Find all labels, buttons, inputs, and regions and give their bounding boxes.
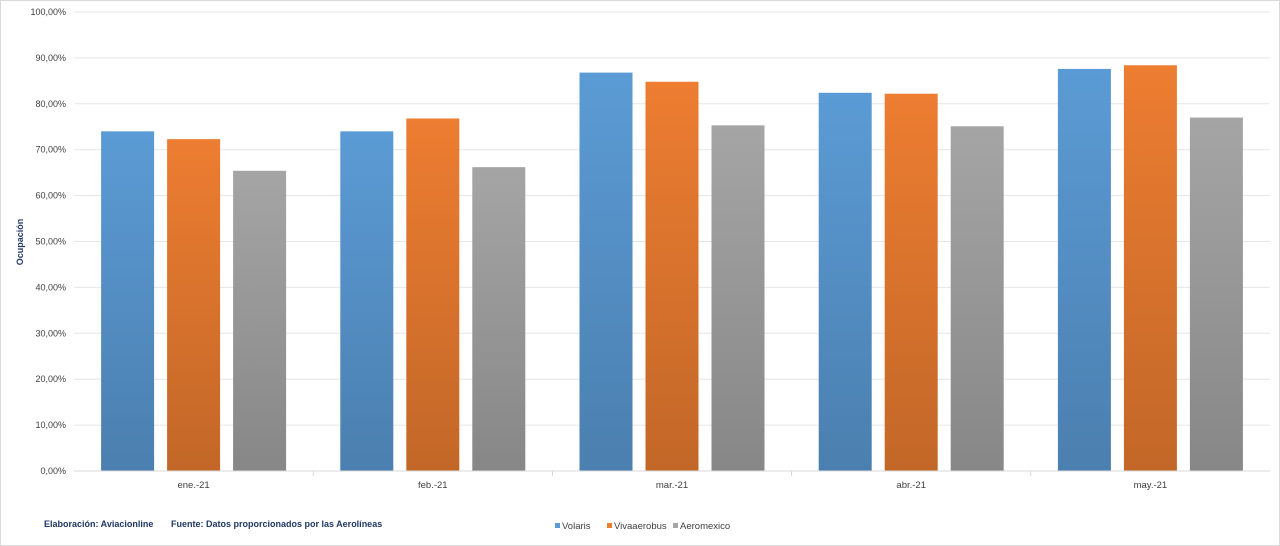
legend: Volaris Vivaaerobus Aeromexico	[555, 521, 730, 532]
y-tick-label: 30,00%	[35, 328, 66, 338]
bar-aeromexico-3	[950, 126, 1004, 471]
footer-fuente: Fuente: Datos proporcionados por las Aer…	[171, 519, 382, 529]
bar-volaris-4	[1057, 68, 1111, 471]
bar-volaris-2	[579, 72, 633, 471]
bar-vivaaerobus-2	[645, 81, 699, 471]
bar-aeromexico-1	[472, 167, 526, 471]
y-tick-label: 60,00%	[35, 191, 66, 201]
legend-label-aeromexico: Aeromexico	[680, 521, 730, 532]
x-tick-label: abr.-21	[896, 480, 926, 491]
bar-vivaaerobus-4	[1123, 65, 1177, 471]
bar-vivaaerobus-3	[884, 93, 938, 472]
x-tick-label: mar.-21	[656, 480, 688, 491]
y-axis-ticks: 0,00% 10,00% 20,00% 30,00% 40,00% 50,00% 60,00…	[30, 7, 66, 476]
x-tick-label: ene.-21	[177, 480, 209, 491]
y-tick-label: 50,00%	[35, 237, 66, 247]
y-tick-label: 100,00%	[30, 7, 66, 17]
bar-volaris-1	[340, 131, 394, 471]
legend-swatch-vivaaerobus	[607, 523, 612, 528]
x-tick-label: feb.-21	[418, 480, 448, 491]
legend-swatch-volaris	[555, 523, 560, 528]
legend-label-vivaaerobus: Vivaaerobus	[614, 521, 667, 532]
y-tick-label: 40,00%	[35, 282, 66, 292]
y-tick-label: 20,00%	[35, 374, 66, 384]
y-axis-label: Ocupación	[15, 219, 25, 266]
y-tick-label: 10,00%	[35, 420, 66, 430]
bar-volaris-0	[101, 131, 155, 471]
y-tick-label: 80,00%	[35, 99, 66, 109]
bar-volaris-3	[818, 92, 872, 471]
bar-vivaaerobus-0	[167, 139, 221, 471]
bar-aeromexico-0	[233, 170, 287, 471]
bar-vivaaerobus-1	[406, 118, 460, 471]
legend-swatch-aeromexico	[673, 523, 678, 528]
x-tick-label: may.-21	[1134, 480, 1168, 491]
y-tick-label: 90,00%	[35, 53, 66, 63]
legend-label-volaris: Volaris	[562, 521, 591, 532]
bar-aeromexico-4	[1189, 117, 1243, 471]
y-tick-label: 70,00%	[35, 145, 66, 155]
y-tick-label: 0,00%	[40, 466, 66, 476]
bar-aeromexico-2	[711, 125, 765, 472]
bars	[101, 65, 1243, 472]
footer-elaboracion: Elaboración: Aviacionline	[44, 519, 153, 529]
x-axis-ticks: ene.-21 feb.-21 mar.-21 abr.-21 may.-21	[177, 471, 1167, 491]
